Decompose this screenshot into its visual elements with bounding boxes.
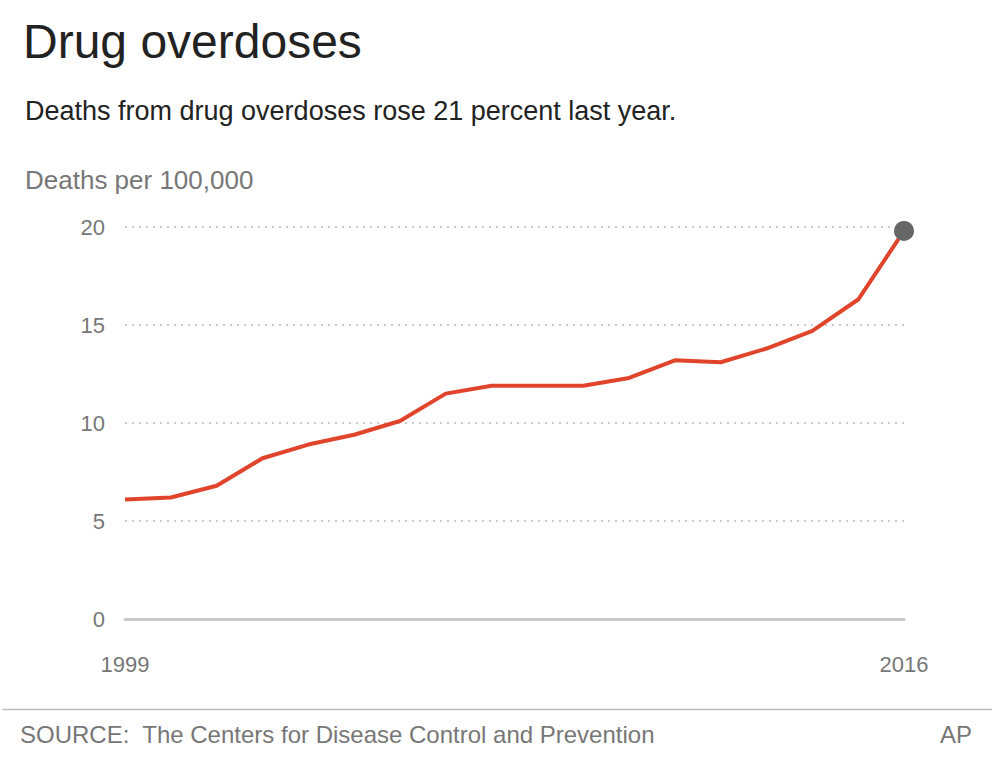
svg-text:10: 10 xyxy=(81,411,105,436)
svg-text:5: 5 xyxy=(93,509,105,534)
svg-text:20: 20 xyxy=(81,215,105,240)
svg-text:Drug overdoses: Drug overdoses xyxy=(23,15,362,68)
svg-text:1999: 1999 xyxy=(101,652,150,677)
svg-text:Deaths per 100,000: Deaths per 100,000 xyxy=(25,165,253,195)
svg-text:0: 0 xyxy=(93,607,105,632)
svg-text:15: 15 xyxy=(81,313,105,338)
svg-text:AP: AP xyxy=(940,721,972,748)
svg-text:2016: 2016 xyxy=(880,652,929,677)
svg-text:SOURCE: The Centers for Disea: SOURCE: The Centers for Disease Control … xyxy=(20,721,655,748)
svg-text:Deaths from drug overdoses ros: Deaths from drug overdoses rose 21 perce… xyxy=(25,96,676,126)
